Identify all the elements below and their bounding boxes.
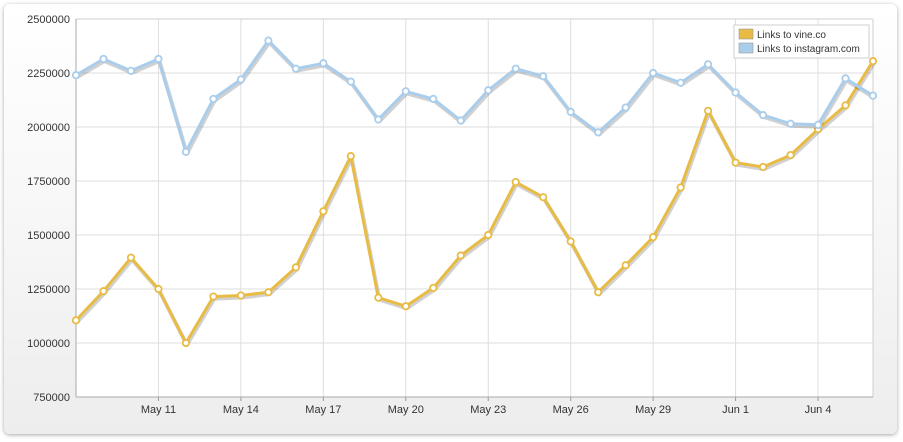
y-tick-label: 1750000 [27, 176, 70, 188]
data-point [868, 91, 878, 100]
legend-label: Links to vine.co [757, 30, 826, 41]
x-tick-label: May 11 [141, 404, 176, 416]
x-tick-label: May 14 [223, 404, 259, 416]
x-tick-label: Jun 4 [805, 404, 832, 416]
y-tick-label: 2500000 [27, 14, 70, 26]
series-shadow [75, 62, 876, 347]
data-point [539, 72, 548, 81]
data-point [319, 59, 328, 68]
data-point [676, 183, 685, 192]
data-point [704, 60, 713, 69]
series-group [71, 36, 878, 348]
x-tick-label: May 26 [553, 404, 589, 416]
data-point [786, 119, 795, 128]
data-point [676, 78, 685, 87]
data-point [566, 107, 575, 116]
data-point [401, 302, 410, 311]
y-tick-label: 1250000 [27, 284, 70, 296]
data-point [841, 74, 850, 83]
data-point [429, 94, 438, 104]
x-tick-label: May 17 [305, 404, 341, 416]
data-point [758, 111, 768, 120]
data-point [236, 75, 245, 84]
data-point [786, 150, 795, 160]
data-point [154, 284, 163, 294]
plot-area [76, 19, 873, 397]
x-axis: May 11 May 14 May 17 May 20 May 23 May 26 May … [76, 396, 873, 416]
data-point [264, 36, 273, 45]
data-point [594, 128, 603, 137]
y-tick-label: 1000000 [27, 338, 70, 350]
series-line [75, 39, 874, 154]
data-point [236, 291, 245, 300]
data-point [511, 64, 520, 73]
data-point [291, 263, 300, 272]
y-tick-label: 1500000 [27, 230, 70, 242]
data-point [594, 288, 603, 297]
data-point [868, 57, 878, 66]
data-point [374, 293, 383, 302]
data-point [319, 207, 328, 216]
legend-label: Links to instagram.com [757, 44, 860, 55]
data-point [731, 88, 740, 97]
x-tick-label: Jun 1 [722, 404, 749, 416]
data-point [291, 64, 300, 73]
data-point [346, 77, 355, 86]
data-point [484, 230, 493, 240]
data-point [71, 316, 81, 325]
y-axis: 2500000 2250000 2000000 1750000 1500000 12500… [27, 14, 77, 404]
y-tick-label: 2250000 [27, 68, 70, 80]
data-point [209, 94, 218, 104]
data-point [813, 120, 823, 129]
x-tick-label: May 23 [470, 404, 506, 416]
data-point [566, 237, 575, 246]
series-links-to-instagram-com [71, 36, 878, 156]
data-point [374, 115, 383, 124]
y-tick-label: 750000 [33, 392, 70, 404]
data-point [346, 152, 355, 161]
data-point [181, 338, 191, 348]
data-point [71, 71, 81, 80]
data-point [841, 101, 850, 110]
data-point [429, 283, 438, 293]
series-links-to-vine-co [71, 57, 878, 348]
series-line [74, 60, 875, 345]
data-point [99, 287, 108, 296]
x-tick-label: May 29 [635, 404, 671, 416]
data-point [731, 158, 740, 167]
legend: Links to vine.co Links to instagram.com [733, 24, 870, 59]
data-point [264, 288, 273, 297]
data-point [758, 162, 768, 172]
data-point [484, 86, 493, 95]
grid [76, 18, 874, 398]
x-tick-label: May 20 [388, 404, 424, 416]
data-point [649, 68, 658, 78]
y-tick-label: 2000000 [27, 122, 70, 134]
legend-box [733, 24, 870, 59]
data-point [456, 116, 465, 125]
data-point [649, 233, 658, 242]
data-point [401, 87, 410, 96]
legend-swatch [738, 42, 754, 54]
data-point [209, 292, 218, 301]
data-point [154, 54, 163, 64]
data-point [511, 177, 520, 187]
legend-swatch [738, 28, 754, 40]
data-point [126, 66, 136, 75]
data-point [126, 253, 136, 262]
data-point [539, 193, 548, 202]
data-point [621, 103, 630, 112]
data-point [621, 261, 630, 270]
data-point [704, 106, 713, 115]
data-point [456, 251, 465, 260]
data-point [181, 147, 191, 156]
data-point [99, 54, 108, 64]
